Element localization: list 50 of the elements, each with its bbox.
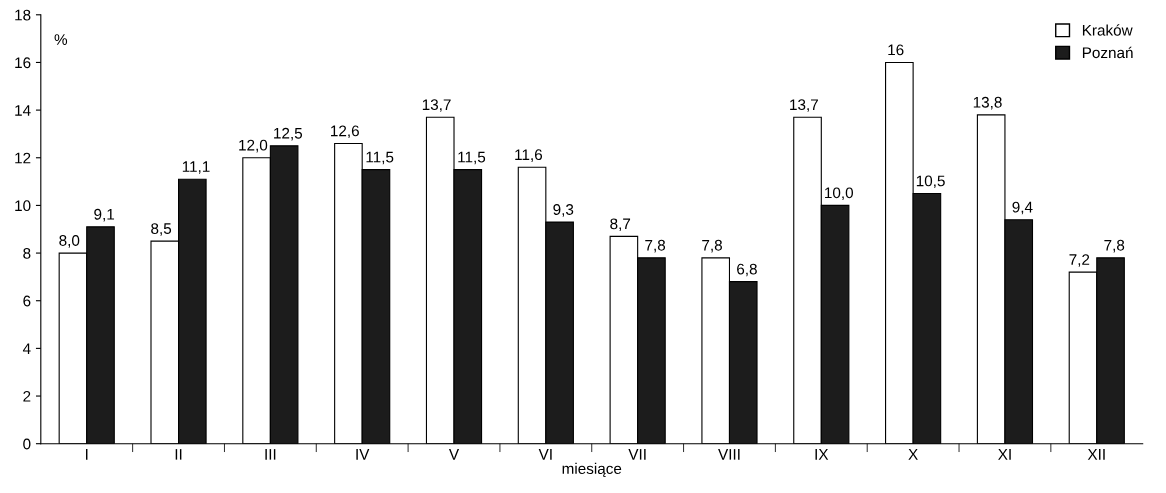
data-label: 11,5 [366, 151, 394, 165]
x-tick-label: IX [815, 449, 829, 460]
y-tick-label: 2 [23, 390, 31, 402]
x-tick-label: I [86, 449, 88, 460]
x-tick-label: VI [538, 449, 552, 460]
data-label: 11,6 [515, 149, 543, 162]
data-label: 7,2 [1069, 254, 1090, 267]
x-tick-label: VII [628, 449, 646, 460]
data-label: 13,8 [973, 96, 1002, 110]
data-label: 9,4 [1012, 201, 1033, 215]
y-tick-label: 14 [15, 105, 31, 116]
data-label: 10,0 [825, 187, 854, 201]
y-axis-title: % [54, 34, 68, 45]
data-label: 13,7 [790, 99, 818, 112]
data-label: 12,0 [239, 139, 268, 153]
data-label: 13,7 [422, 99, 451, 112]
data-label: 11,5 [458, 151, 486, 165]
data-label: 8,5 [151, 223, 172, 236]
y-tick-label: 16 [15, 57, 31, 69]
x-tick-label: VIII [718, 449, 740, 460]
data-label: 12,5 [274, 127, 303, 141]
x-tick-label: II [175, 449, 182, 460]
x-tick-label: III [265, 449, 276, 460]
x-tick-label: XII [1087, 449, 1105, 460]
x-tick-label: V [448, 449, 460, 460]
legend-label: Poznań [1082, 46, 1133, 59]
y-tick-label: 0 [23, 438, 31, 450]
x-tick-label: X [908, 449, 918, 460]
data-label: 7,8 [702, 239, 722, 253]
data-label: 9,3 [553, 204, 574, 217]
data-label: 7,8 [1104, 239, 1125, 253]
data-label: 12,6 [331, 125, 359, 139]
data-label: 7,8 [645, 239, 666, 253]
data-label: 10,5 [916, 175, 945, 189]
data-label: 11,1 [182, 161, 210, 174]
x-tick-label: IV [356, 449, 370, 460]
data-label: 8,0 [59, 235, 80, 248]
y-tick-label: 10 [15, 200, 31, 212]
data-label: 9,1 [94, 208, 115, 222]
x-axis-title: miesiące [562, 462, 622, 478]
y-tick-label: 12 [15, 152, 31, 164]
y-tick-label: 8 [23, 247, 31, 259]
y-tick-label: 18 [15, 9, 31, 21]
x-tick-label: XI [998, 449, 1011, 460]
data-label: 6,8 [737, 263, 757, 277]
y-tick-label: 6 [23, 295, 31, 307]
y-tick-label: 4 [22, 343, 31, 354]
data-label: 16 [888, 44, 904, 56]
data-label: 8,7 [610, 218, 631, 232]
legend-label: Kraków [1082, 24, 1133, 36]
